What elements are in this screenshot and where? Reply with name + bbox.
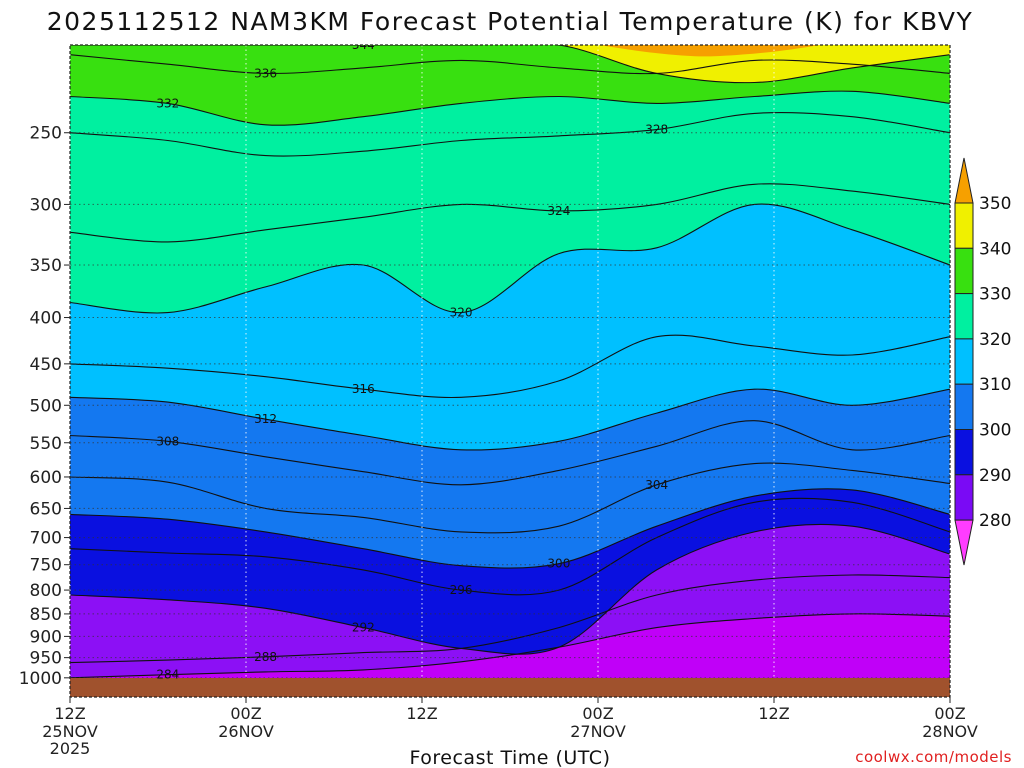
y-tick-label: 400: [30, 309, 62, 329]
isentrope-292: [70, 523, 950, 655]
credit-text: coolwx.com/models: [855, 748, 1012, 766]
x-tick-date: 28NOV: [922, 722, 978, 741]
colorbar-segment: [954, 383, 974, 431]
isentrope-288: [70, 574, 950, 664]
contour-label: 332: [156, 96, 179, 110]
contour-label: 312: [254, 412, 277, 426]
y-tick-label: 900: [30, 627, 62, 647]
colorbar-segment: [954, 338, 974, 385]
terrain-band: [70, 678, 950, 697]
y-tick-label: 300: [30, 195, 62, 215]
isentrope-324: [70, 183, 950, 243]
x-tick-time: 00Z: [582, 704, 613, 723]
contour-label: 300: [547, 557, 570, 571]
contour-label: 296: [450, 583, 473, 597]
colorbar-segment: [954, 474, 974, 521]
contour-labels: 284 288 292 296 300 304 308 312 316 320 324 328 332 3…: [156, 38, 668, 682]
isentrope-304: [70, 462, 950, 534]
isentrope-320: [70, 203, 950, 314]
band-top-max: [600, 45, 820, 57]
y-tick-label: 650: [30, 499, 62, 519]
contour-label: 288: [254, 650, 277, 664]
isentrope-312: [70, 388, 950, 451]
chart-title: 2025112512 NAM3KM Forecast Potential Tem…: [47, 7, 974, 36]
y-tick-label: 850: [30, 605, 62, 625]
colorbar-label: 320: [979, 330, 1011, 350]
x-tick-time: 12Z: [758, 704, 789, 723]
isentrope-332: [70, 90, 950, 126]
colorbar-label: 300: [979, 421, 1011, 441]
contour-label: 344: [352, 38, 375, 52]
isentrope-344: [70, 45, 950, 84]
colorbar-arrow-top: [954, 157, 974, 204]
x-tick-year: 2025: [50, 739, 91, 758]
x-tick-time: 00Z: [230, 704, 261, 723]
y-tick-label: 500: [30, 396, 62, 416]
colorbar-segment: [954, 247, 974, 295]
colorbar-label: 280: [979, 511, 1011, 531]
y-axis: 2503003504004505005506006507007508008509…: [19, 124, 70, 689]
y-tick-label: 600: [30, 468, 62, 488]
colorbar: 350 340 330 320 310 300 290 280: [954, 157, 1011, 566]
contour-label: 320: [450, 306, 473, 320]
y-tick-label: 800: [30, 581, 62, 601]
y-tick-label: 350: [30, 256, 62, 276]
colorbar-label: 350: [979, 194, 1011, 214]
y-tick-label: 550: [30, 434, 62, 454]
contour-label: 336: [254, 66, 277, 80]
contour-label: 324: [547, 204, 570, 218]
isentrope-328: [70, 111, 950, 157]
colorbar-label: 330: [979, 285, 1011, 305]
x-tick-time: 00Z: [934, 704, 965, 723]
isentrope-308: [70, 420, 950, 486]
y-tick-label: 700: [30, 529, 62, 549]
contour-label: 316: [352, 382, 375, 396]
y-tick-label: 250: [30, 124, 62, 144]
colorbar-segment: [954, 429, 974, 476]
y-tick-label: 1000: [19, 669, 62, 689]
colorbar-arrow-bottom: [954, 519, 974, 566]
contour-label: 292: [352, 621, 375, 635]
y-tick-label: 950: [30, 649, 62, 669]
plot-frame: [69, 44, 951, 698]
x-tick-date: 26NOV: [218, 722, 274, 741]
plot-area: 284 288 292 296 300 304 308 312 316 320 324 328 332 3…: [70, 38, 950, 697]
x-axis-label: Forecast Time (UTC): [410, 747, 611, 768]
colorbar-segment: [954, 202, 974, 249]
colorbar-segment: [954, 293, 974, 340]
grid-lines: [70, 45, 950, 697]
contour-label: 328: [645, 123, 668, 137]
x-tick-time: 12Z: [406, 704, 437, 723]
x-tick-date: 25NOV: [42, 722, 98, 741]
isentrope-316: [70, 334, 950, 399]
colorbar-label: 310: [979, 375, 1011, 395]
contour-label: 284: [156, 668, 179, 682]
isentrope-300: [70, 488, 950, 569]
y-tick-label: 750: [30, 556, 62, 576]
contour-label: 308: [156, 434, 179, 448]
temperature-bands: [70, 45, 950, 697]
x-tick-time: 12Z: [54, 704, 85, 723]
x-tick-date: 27NOV: [570, 722, 626, 741]
y-tick-label: 450: [30, 355, 62, 375]
isentrope-336: [70, 54, 950, 75]
contour-label: 304: [645, 478, 668, 492]
colorbar-label: 290: [979, 466, 1011, 486]
isentrope-lines: [70, 45, 950, 679]
colorbar-label: 340: [979, 239, 1011, 259]
isentrope-284: [70, 613, 950, 679]
isentrope-296: [70, 497, 950, 596]
